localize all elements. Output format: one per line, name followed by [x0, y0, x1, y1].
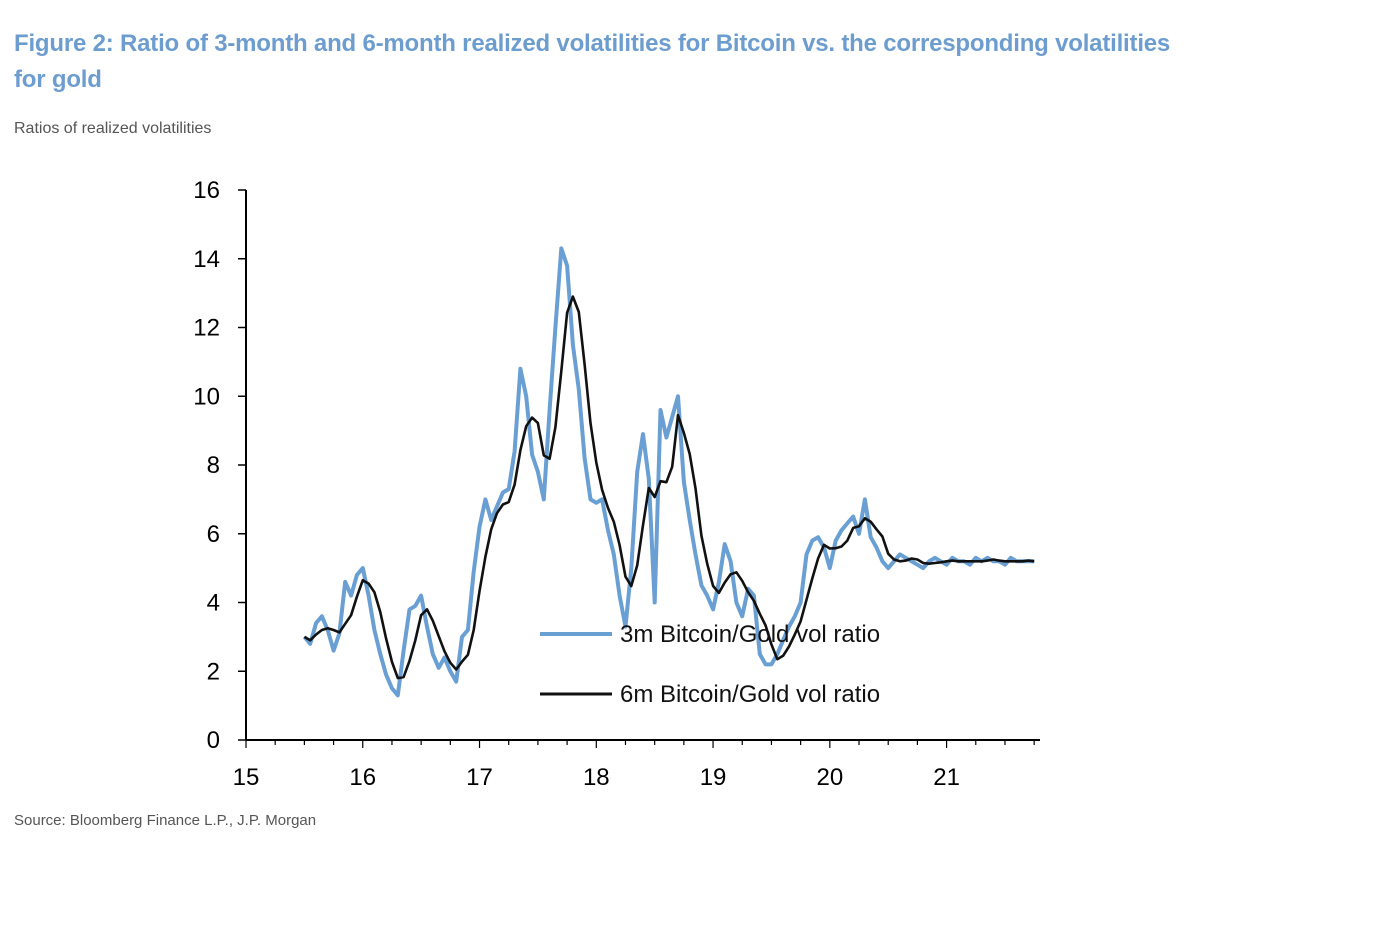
- x-tick-label: 21: [933, 764, 960, 791]
- y-tick-label: 2: [207, 658, 220, 685]
- y-tick-label: 12: [193, 315, 220, 342]
- y-tick-label: 6: [207, 521, 220, 548]
- figure-title: Figure 2: Ratio of 3-month and 6-month r…: [14, 30, 1171, 93]
- y-tick-label: 10: [193, 383, 220, 410]
- y-tick-label: 8: [207, 452, 220, 479]
- y-tick-label: 16: [193, 177, 220, 204]
- x-tick-label: 18: [583, 764, 610, 791]
- series-6m-line: [303, 295, 1035, 680]
- legend-label-3m: 3m Bitcoin/Gold vol ratio: [620, 621, 880, 648]
- figure-subtitle: Ratios of realized volatilities: [14, 120, 212, 137]
- y-tick-label: 0: [207, 727, 220, 754]
- y-tick-label: 4: [207, 590, 220, 617]
- legend-label-6m: 6m Bitcoin/Gold vol ratio: [620, 681, 880, 708]
- x-tick-label: 17: [466, 764, 493, 791]
- figure-source: Source: Bloomberg Finance L.P., J.P. Mor…: [14, 812, 317, 829]
- x-tick-label: 19: [700, 764, 727, 791]
- x-tick-label: 15: [233, 764, 260, 791]
- x-tick-label: 20: [816, 764, 843, 791]
- series-3m-line: [302, 246, 1035, 698]
- y-tick-label: 14: [193, 246, 220, 273]
- x-tick-label: 16: [349, 764, 376, 791]
